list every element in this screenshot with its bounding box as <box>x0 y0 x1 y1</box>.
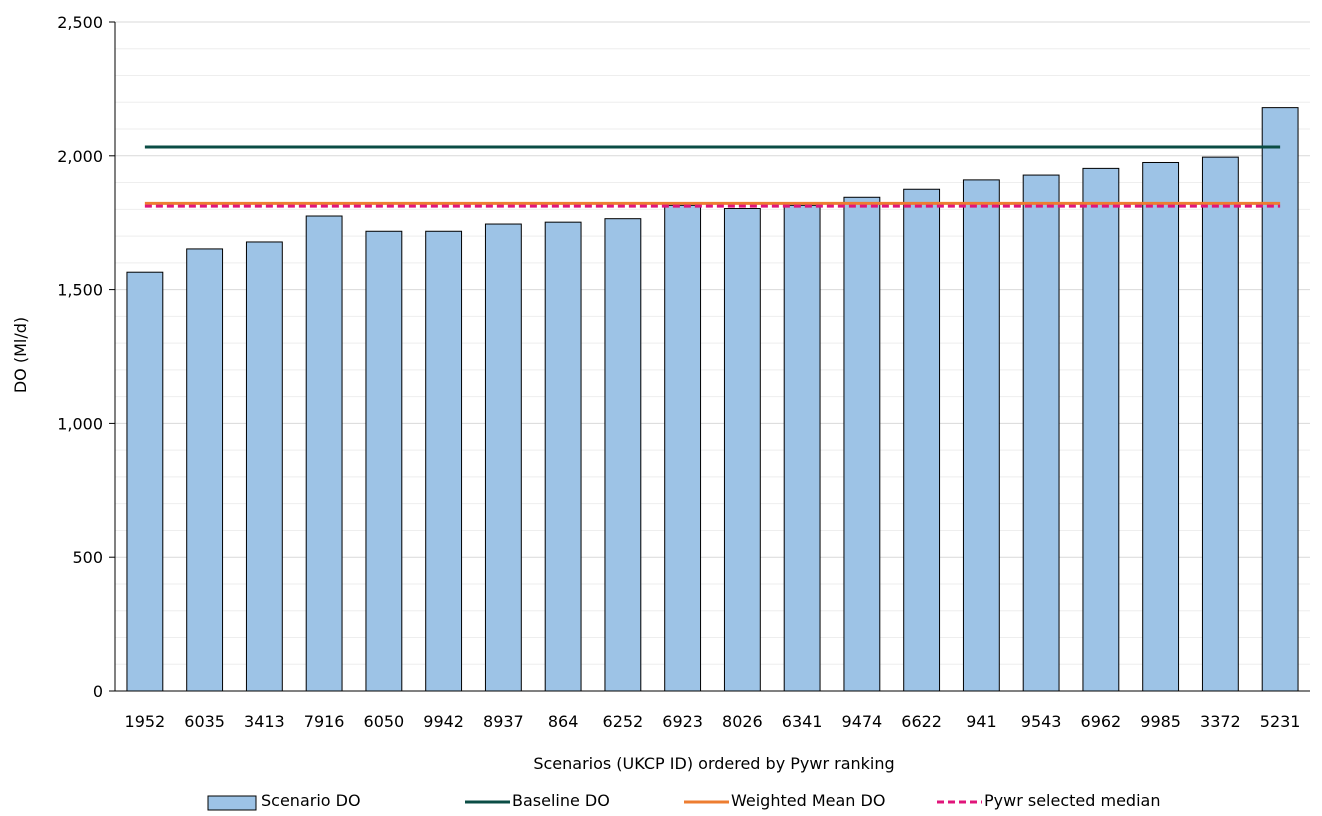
bar-3372 <box>1201 156 1239 692</box>
x-tick-label: 6622 <box>901 712 942 731</box>
x-tick-label: 5231 <box>1260 712 1301 731</box>
bar-9942 <box>425 230 463 692</box>
gridlines <box>115 21 1310 665</box>
bar-6050 <box>365 230 403 692</box>
bar-6923 <box>664 204 702 692</box>
y-axis-title: DO (Ml/d) <box>11 317 30 393</box>
x-tick-label: 6252 <box>603 712 644 731</box>
x-axis-title: Scenarios (UKCP ID) ordered by Pywr rank… <box>533 754 894 773</box>
y-tick-label: 1,000 <box>57 414 103 433</box>
y-tick-label: 2,500 <box>57 13 103 32</box>
legend: Scenario DO Baseline DO Weighted Mean DO Py… <box>207 791 1160 811</box>
legend-swatch-scenario-do <box>207 795 257 811</box>
x-tick-label: 6962 <box>1081 712 1122 731</box>
bar-6341 <box>783 204 821 692</box>
bar-series <box>126 107 1299 692</box>
y-tick-label: 2,000 <box>57 147 103 166</box>
x-tick-label: 9543 <box>1021 712 1062 731</box>
bar-6252 <box>604 218 642 692</box>
bar-9985 <box>1142 161 1180 692</box>
legend-label-baseline-do: Baseline DO <box>512 791 610 810</box>
bar-9474 <box>843 196 881 692</box>
x-tick-label: 9474 <box>842 712 883 731</box>
bar-6962 <box>1082 167 1120 692</box>
x-tick-label: 6923 <box>662 712 703 731</box>
x-tick-label: 6341 <box>782 712 823 731</box>
x-tick-labels: 1952 6035 3413 7916 6050 9942 8937 864 6252 6923 8… <box>125 712 1301 731</box>
bar-3413 <box>245 241 283 692</box>
x-tick-label: 6050 <box>364 712 405 731</box>
x-tick-label: 8026 <box>722 712 763 731</box>
y-tick-label: 0 <box>93 682 103 701</box>
y-tick-label: 1,500 <box>57 281 103 300</box>
x-tick-label: 941 <box>966 712 997 731</box>
x-tick-label: 8937 <box>483 712 524 731</box>
bar-6035 <box>186 248 224 692</box>
x-tick-label: 9942 <box>423 712 464 731</box>
bar-8937 <box>484 223 522 692</box>
x-tick-label: 864 <box>548 712 579 731</box>
legend-label-weighted-mean-do: Weighted Mean DO <box>731 791 885 810</box>
legend-label-scenario-do: Scenario DO <box>261 791 361 810</box>
y-tick-label: 500 <box>72 548 103 567</box>
y-tick-labels: 0 500 1,000 1,500 2,000 2,500 <box>57 13 103 701</box>
axes <box>109 21 1310 692</box>
x-tick-label: 3413 <box>244 712 285 731</box>
bar-8026 <box>723 208 761 692</box>
bar-864 <box>544 221 582 692</box>
bar-941 <box>962 179 1000 692</box>
x-tick-label: 1952 <box>125 712 166 731</box>
x-tick-label: 6035 <box>184 712 225 731</box>
bar-9543 <box>1022 174 1060 692</box>
x-tick-label: 7916 <box>304 712 345 731</box>
bar-7916 <box>305 215 343 692</box>
bar-6622 <box>903 188 941 692</box>
reference-lines <box>144 145 1281 208</box>
legend-label-pywr-selected-median: Pywr selected median <box>984 791 1160 810</box>
x-tick-label: 9985 <box>1140 712 1181 731</box>
x-tick-label: 3372 <box>1200 712 1241 731</box>
bar-1952 <box>126 271 164 692</box>
bar-5231 <box>1261 107 1299 692</box>
